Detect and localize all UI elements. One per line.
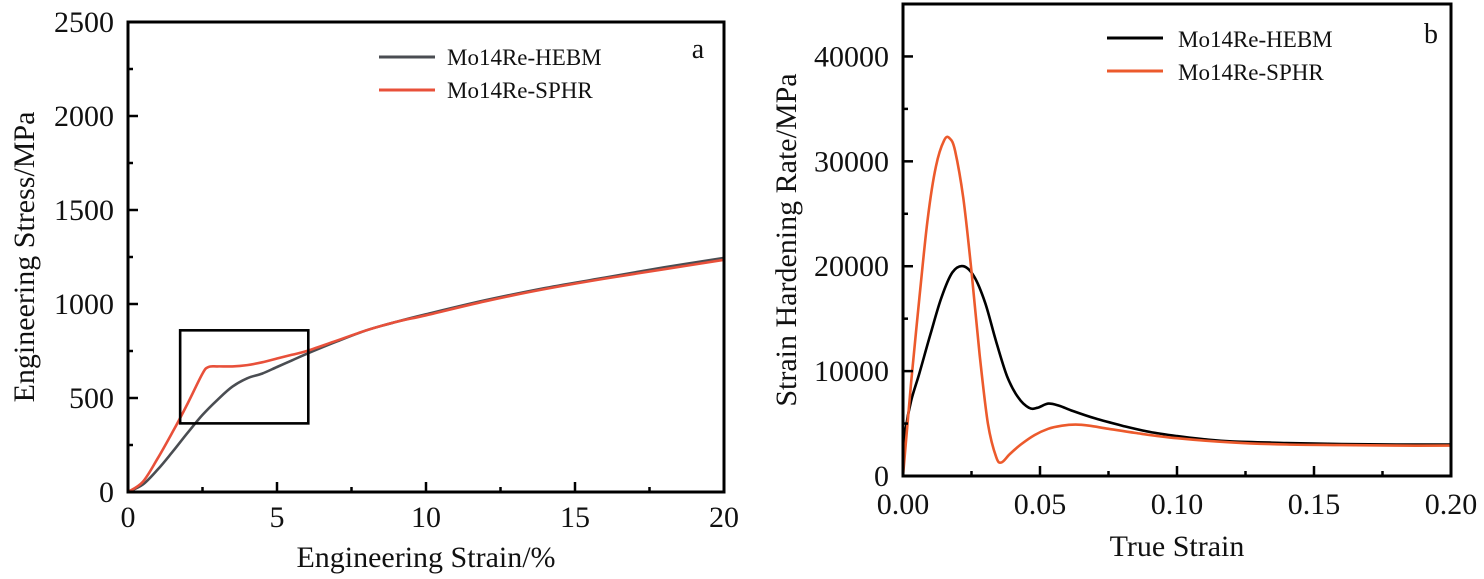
chart-b-x-tick-labels: 0.00 0.05 0.10 0.15 0.20 (877, 488, 1478, 521)
chart-b-y-tick-label: 30000 (814, 145, 889, 178)
chart-a-x-tick-label: 0 (121, 501, 136, 534)
chart-a-y-tick-label: 2500 (54, 6, 114, 39)
chart-b-x-axis-title: True Strain (1110, 530, 1245, 563)
chart-b-y-axis-title: Strain Hardening Rate/MPa (770, 73, 803, 406)
chart-a-y-axis-title: Engineering Stress/MPa (8, 112, 41, 403)
chart-a-y-tick-labels: 0 500 1000 1500 2000 2500 (54, 6, 114, 509)
chart-a-y-tick-label: 0 (99, 476, 114, 509)
chart-a-x-tick-label: 10 (411, 501, 441, 534)
chart-b-x-tick-label: 0.05 (1014, 488, 1067, 521)
chart-a-x-tick-label: 20 (709, 501, 739, 534)
chart-b-panel-label: b (1424, 19, 1438, 50)
chart-b-x-tick-label: 0.10 (1151, 488, 1204, 521)
chart-a-series-group (126, 256, 726, 494)
chart-a-y-tick-label: 2000 (54, 100, 114, 133)
chart-b-y-tick-label: 10000 (814, 355, 889, 388)
chart-a: 0 5 10 15 20 0 500 1000 1500 2000 2500 Engineerin… (8, 6, 739, 574)
chart-b-ticks (901, 55, 1453, 478)
chart-b-series-group (901, 135, 1453, 478)
chart-a-line-mo14re-sphr (126, 258, 726, 494)
chart-a-line-mo14re-hebm (126, 256, 726, 494)
chart-a-ticks (126, 20, 726, 494)
chart-b-y-tick-label: 40000 (814, 40, 889, 73)
chart-b-x-tick-label: 0.20 (1425, 488, 1478, 521)
chart-a-annotation-box (178, 329, 310, 425)
chart-a-legend-label-sphr: Mo14Re-SPHR (447, 78, 593, 103)
chart-a-legend-label-hebm: Mo14Re-HEBM (447, 45, 602, 70)
chart-b-legend-label-sphr: Mo14Re-SPHR (1178, 60, 1324, 85)
chart-b-x-tick-label: 0.00 (877, 488, 930, 521)
chart-a-panel-label: a (692, 34, 705, 65)
chart-b-y-tick-labels: 0 10000 20000 30000 40000 (814, 40, 889, 493)
chart-a-x-tick-labels: 0 5 10 15 20 (121, 501, 740, 534)
chart-a-y-tick-label: 1000 (54, 288, 114, 321)
chart-b-line-mo14re-hebm (901, 264, 1453, 462)
chart-a-x-tick-label: 15 (560, 501, 590, 534)
chart-b-x-tick-label: 0.15 (1288, 488, 1341, 521)
chart-a-frame (126, 20, 726, 494)
chart-a-legend: Mo14Re-HEBM Mo14Re-SPHR (379, 45, 602, 103)
chart-b-line-mo14re-sphr (901, 135, 1453, 478)
chart-a-y-tick-label: 1500 (54, 194, 114, 227)
chart-b-y-tick-label: 20000 (814, 250, 889, 283)
chart-a-x-axis-title: Engineering Strain/% (296, 541, 555, 574)
chart-b-legend-label-hebm: Mo14Re-HEBM (1178, 27, 1333, 52)
chart-b: 0.00 0.05 0.10 0.15 0.20 0 10000 20000 30000 400… (770, 2, 1478, 563)
chart-a-x-tick-label: 5 (270, 501, 285, 534)
chart-a-y-tick-label: 500 (69, 382, 114, 415)
chart-b-legend: Mo14Re-HEBM Mo14Re-SPHR (1107, 27, 1333, 85)
chart-b-y-tick-label: 0 (874, 460, 889, 493)
